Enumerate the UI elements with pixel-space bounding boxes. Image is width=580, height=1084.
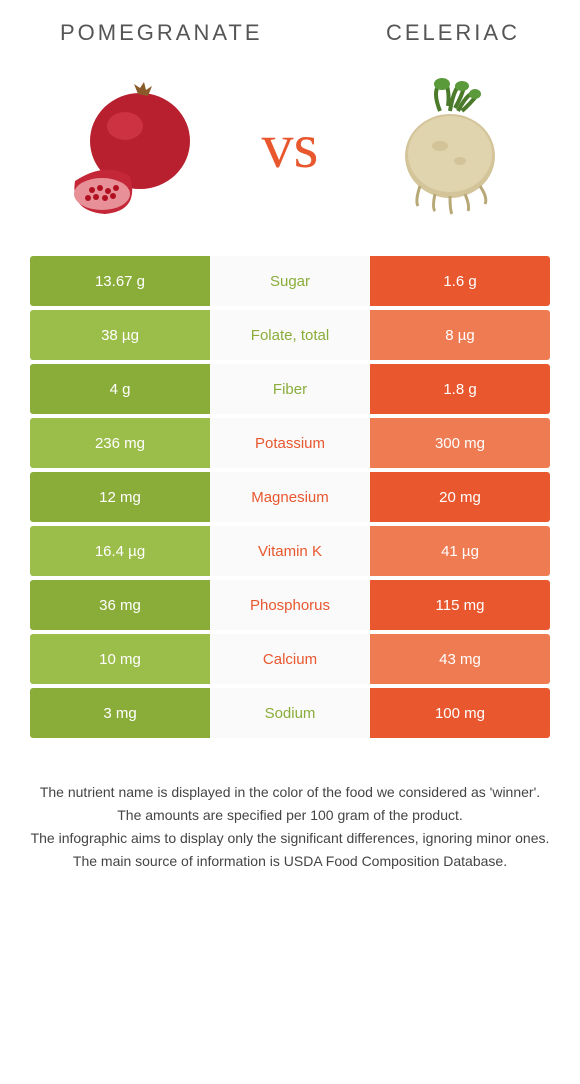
right-value: 100 mg	[370, 688, 550, 738]
header: POMEGRANATE CELERIAC	[0, 0, 580, 56]
vs-text: vs	[262, 109, 319, 183]
footer-line: The main source of information is USDA F…	[30, 851, 550, 872]
right-value: 20 mg	[370, 472, 550, 522]
table-row: 236 mgPotassium300 mg	[30, 418, 550, 468]
nutrient-name: Vitamin K	[210, 526, 370, 576]
table-row: 13.67 gSugar1.6 g	[30, 256, 550, 306]
celeriac-illustration	[370, 66, 530, 226]
nutrient-name: Fiber	[210, 364, 370, 414]
right-value: 115 mg	[370, 580, 550, 630]
left-value: 13.67 g	[30, 256, 210, 306]
footer-line: The infographic aims to display only the…	[30, 828, 550, 849]
left-value: 3 mg	[30, 688, 210, 738]
left-value: 36 mg	[30, 580, 210, 630]
right-value: 8 µg	[370, 310, 550, 360]
left-value: 38 µg	[30, 310, 210, 360]
left-value: 4 g	[30, 364, 210, 414]
nutrient-name: Folate, total	[210, 310, 370, 360]
table-row: 4 gFiber1.8 g	[30, 364, 550, 414]
nutrient-name: Magnesium	[210, 472, 370, 522]
table-row: 10 mgCalcium43 mg	[30, 634, 550, 684]
right-value: 41 µg	[370, 526, 550, 576]
left-value: 10 mg	[30, 634, 210, 684]
right-food-title: CELERIAC	[386, 20, 520, 46]
right-value: 43 mg	[370, 634, 550, 684]
left-value: 12 mg	[30, 472, 210, 522]
right-value: 1.6 g	[370, 256, 550, 306]
left-value: 16.4 µg	[30, 526, 210, 576]
table-row: 36 mgPhosphorus115 mg	[30, 580, 550, 630]
nutrient-name: Calcium	[210, 634, 370, 684]
left-food-title: POMEGRANATE	[60, 20, 263, 46]
footer-line: The amounts are specified per 100 gram o…	[30, 805, 550, 826]
right-value: 300 mg	[370, 418, 550, 468]
nutrient-name: Potassium	[210, 418, 370, 468]
images-row: vs	[0, 56, 580, 256]
left-value: 236 mg	[30, 418, 210, 468]
table-row: 3 mgSodium100 mg	[30, 688, 550, 738]
footer: The nutrient name is displayed in the co…	[0, 742, 580, 894]
nutrient-name: Phosphorus	[210, 580, 370, 630]
nutrient-name: Sodium	[210, 688, 370, 738]
table-row: 38 µgFolate, total8 µg	[30, 310, 550, 360]
footer-line: The nutrient name is displayed in the co…	[30, 782, 550, 803]
nutrient-name: Sugar	[210, 256, 370, 306]
table-row: 16.4 µgVitamin K41 µg	[30, 526, 550, 576]
table-row: 12 mgMagnesium20 mg	[30, 472, 550, 522]
nutrient-table: 13.67 gSugar1.6 g38 µgFolate, total8 µg4…	[0, 256, 580, 738]
right-value: 1.8 g	[370, 364, 550, 414]
pomegranate-illustration	[50, 66, 210, 226]
